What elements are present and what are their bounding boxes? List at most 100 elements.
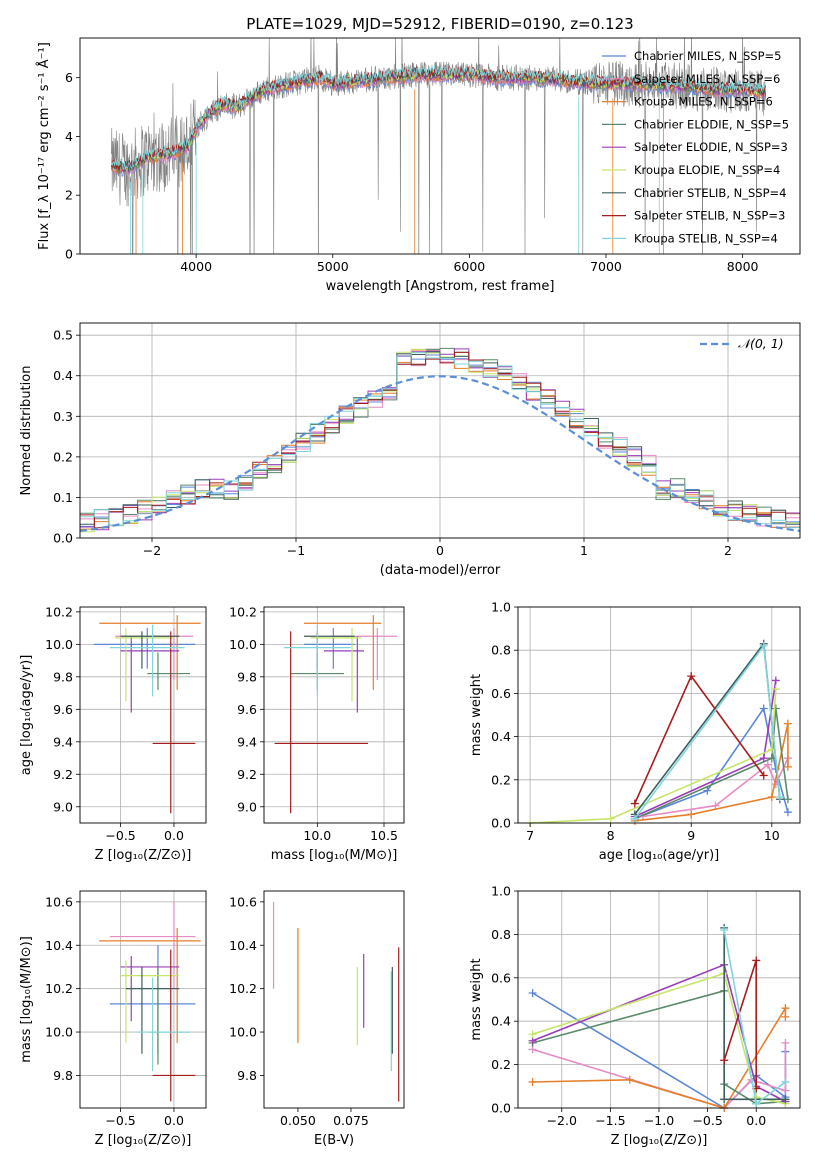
y-tick-label: 0.0: [53, 531, 73, 546]
weight-line-kroupa-elodie: [532, 972, 786, 1105]
weight-marker: [759, 641, 768, 650]
y-tick-label: 10.6: [45, 894, 73, 909]
y-tick-label: 0.4: [491, 1014, 511, 1029]
legend-entry: Kroupa ELODIE, N_SSP=4: [634, 163, 780, 177]
y-tick-label: 0.4: [53, 368, 73, 383]
legend-entry: Salpeter STELIB, N_SSP=3: [634, 209, 785, 223]
weight-marker: [720, 1056, 729, 1065]
x-tick-label: 8000: [727, 259, 759, 274]
weight-marker: [783, 719, 792, 728]
y-tick-label: 9.4: [53, 734, 73, 749]
x-tick-label: −0.5: [692, 1113, 722, 1128]
legend-entry: Chabrier ELODIE, N_SSP=5: [634, 117, 789, 131]
weight-marker: [767, 793, 776, 802]
weight-line-chabrier-elodie: [634, 708, 789, 820]
x-tick-label: 5000: [317, 259, 349, 274]
x-axis-label: Z [log₁₀(Z/Z⊙)]: [95, 1133, 192, 1148]
x-tick-label: 0.0: [164, 1113, 184, 1128]
y-tick-label: 10.0: [45, 637, 73, 652]
x-axis-label: (data-model)/error: [380, 563, 501, 578]
x-tick-label: 0.0: [164, 828, 184, 843]
legend-entry: Kroupa STELIB, N_SSP=4: [634, 231, 778, 245]
x-tick-label: 9: [687, 828, 695, 843]
legend-entry: Chabrier MILES, N_SSP=5: [634, 49, 781, 63]
y-tick-label: 9.0: [53, 799, 73, 814]
axes-frame: [79, 606, 207, 824]
y-tick-label: 9.8: [237, 669, 257, 684]
y-tick-label: 1.0: [491, 600, 511, 615]
x-tick-label: 4000: [180, 259, 212, 274]
x-tick-label: 10.5: [370, 828, 398, 843]
weight-marker: [720, 926, 729, 935]
residuals-panel: −2 −1 0 1 2 0.0 0.1 0.2 0.3 0.4 0.5 (data-model)/er…: [19, 322, 801, 578]
weight-marker: [771, 704, 780, 713]
x-tick-label: 8: [607, 828, 615, 843]
axes-frame: [517, 606, 801, 824]
weight-marker: [771, 685, 780, 694]
x-axis-label: age [log₁₀(age/yr)]: [599, 848, 720, 863]
y-tick-label: 9.2: [237, 767, 257, 782]
y-tick-label: 10.0: [229, 637, 257, 652]
y-tick-label: 0.0: [491, 1101, 511, 1116]
weight-marker: [720, 1095, 729, 1104]
weight-marker: [783, 762, 792, 771]
y-axis-label: Flux [f_λ 10⁻¹⁷ erg cm⁻² s⁻¹ Å⁻¹]: [36, 42, 52, 250]
x-tick-label: 10: [764, 828, 780, 843]
y-tick-label: 10.2: [45, 981, 73, 996]
weight-marker: [771, 676, 780, 685]
mass-vs-metallicity-panel: −0.5 0.0 9.8 10.0 10.2 10.4 10.6 Z [log₁₀(Z/Z⊙)…: [19, 890, 207, 1148]
y-tick-label: 4: [65, 129, 73, 144]
x-axis-label: Z [log₁₀(Z/Z⊙)]: [611, 1133, 708, 1148]
y-tick-label: 9.4: [237, 734, 257, 749]
y-tick-label: 10.2: [45, 604, 73, 619]
weight-marker: [528, 1077, 537, 1086]
x-tick-label: 0: [436, 543, 444, 558]
y-tick-label: 0.3: [53, 409, 73, 424]
weight-marker: [752, 956, 761, 965]
weight-marker: [763, 760, 772, 769]
y-tick-label: 10.6: [229, 894, 257, 909]
weight-marker: [711, 801, 720, 810]
mass-weight-vs-age-panel: 7 8 9 10 0.0 0.2 0.4 0.6 0.8 1.0 age [log₁₀(age/yr…: [469, 600, 801, 863]
legend-entry: Chabrier STELIB, N_SSP=4: [634, 186, 786, 200]
weight-marker: [781, 1095, 790, 1104]
y-tick-label: 9.8: [53, 669, 73, 684]
y-tick-label: 6: [65, 70, 73, 85]
weight-marker: [630, 814, 639, 823]
y-axis-label: mass weight: [469, 674, 484, 756]
figure-title: PLATE=1029, MJD=52912, FIBERID=0190, z=0…: [246, 15, 633, 33]
x-axis-label: Z [log₁₀(Z/Z⊙)]: [95, 848, 192, 863]
weight-line-chabrier-miles: [634, 706, 789, 820]
y-tick-label: 0.2: [53, 449, 73, 464]
y-axis-label: age [log₁₀(age/yr)]: [19, 655, 34, 776]
y-tick-label: 9.2: [53, 767, 73, 782]
weight-marker: [528, 1030, 537, 1039]
x-tick-label: −2.0: [547, 1113, 577, 1128]
weight-marker: [625, 1075, 634, 1084]
y-tick-label: 0: [65, 247, 73, 262]
y-tick-label: 9.6: [53, 702, 73, 717]
age-vs-metallicity-panel: −0.5 0.0 9.0 9.2 9.4 9.6 9.8 10.0 10.2 Z [log₁₀(Z…: [19, 604, 207, 863]
x-tick-label: 0.075: [333, 1113, 369, 1128]
weight-marker: [781, 1012, 790, 1021]
legend-entry: 𝒩(0, 1): [738, 336, 784, 351]
x-tick-label: 10.0: [303, 828, 331, 843]
weight-marker: [759, 771, 768, 780]
weight-marker: [781, 1038, 790, 1047]
axes-frame: [79, 890, 207, 1109]
weight-marker: [630, 799, 639, 808]
legend-entry: Salpeter ELODIE, N_SSP=3: [634, 140, 788, 154]
weight-marker: [528, 988, 537, 997]
weight-marker: [781, 1077, 790, 1086]
legend-entry: Salpeter MILES, N_SSP=6: [634, 72, 780, 86]
weight-marker: [767, 754, 776, 763]
y-tick-label: 10.0: [229, 1025, 257, 1040]
weight-marker: [781, 1004, 790, 1013]
weight-marker: [759, 704, 768, 713]
weight-marker: [687, 672, 696, 681]
y-tick-label: 0.2: [491, 772, 511, 787]
y-tick-label: 0.6: [491, 970, 511, 985]
axes-frame: [263, 890, 405, 1109]
y-tick-label: 0.1: [53, 490, 73, 505]
y-tick-label: 0.8: [491, 643, 511, 658]
